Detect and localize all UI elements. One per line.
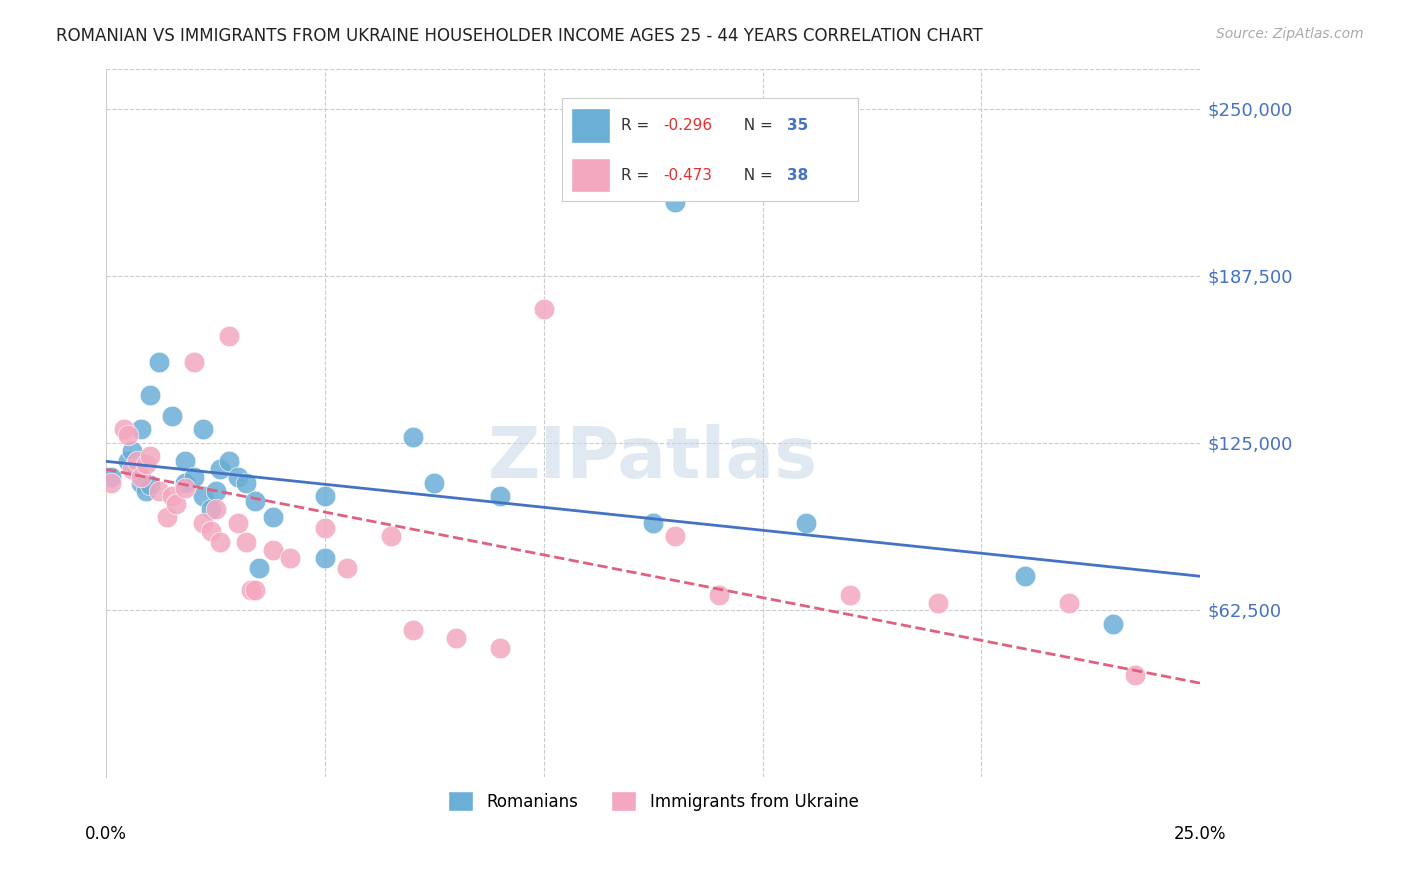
- Text: R =: R =: [621, 168, 655, 183]
- Point: [204, 483, 226, 498]
- Point: [129, 422, 152, 436]
- Point: [489, 641, 512, 656]
- Point: [191, 516, 214, 530]
- Point: [148, 355, 170, 369]
- Point: [314, 489, 336, 503]
- Point: [794, 516, 817, 530]
- Point: [247, 561, 270, 575]
- Text: ROMANIAN VS IMMIGRANTS FROM UKRAINE HOUSEHOLDER INCOME AGES 25 - 44 YEARS CORREL: ROMANIAN VS IMMIGRANTS FROM UKRAINE HOUS…: [56, 27, 983, 45]
- Text: -0.296: -0.296: [662, 119, 711, 133]
- FancyBboxPatch shape: [571, 158, 610, 193]
- Point: [262, 510, 284, 524]
- Point: [1057, 596, 1080, 610]
- Point: [135, 457, 157, 471]
- FancyBboxPatch shape: [571, 108, 610, 144]
- Point: [226, 470, 249, 484]
- Point: [336, 561, 359, 575]
- Point: [200, 502, 222, 516]
- Point: [380, 529, 402, 543]
- Point: [125, 462, 148, 476]
- Text: -0.473: -0.473: [662, 168, 711, 183]
- Point: [156, 510, 179, 524]
- Point: [174, 475, 197, 490]
- Point: [927, 596, 949, 610]
- Text: N =: N =: [734, 168, 778, 183]
- Point: [139, 478, 162, 492]
- Point: [423, 475, 446, 490]
- Text: R =: R =: [621, 119, 655, 133]
- Point: [160, 489, 183, 503]
- Text: 38: 38: [787, 168, 808, 183]
- Point: [235, 475, 257, 490]
- Point: [839, 588, 862, 602]
- Point: [117, 427, 139, 442]
- Point: [643, 516, 665, 530]
- Point: [148, 483, 170, 498]
- Point: [664, 195, 686, 210]
- Point: [191, 422, 214, 436]
- Point: [235, 534, 257, 549]
- Point: [218, 328, 240, 343]
- Text: 25.0%: 25.0%: [1174, 825, 1226, 843]
- Point: [314, 550, 336, 565]
- Point: [112, 422, 135, 436]
- Point: [135, 483, 157, 498]
- Text: ZIPatlas: ZIPatlas: [488, 424, 818, 492]
- Point: [243, 494, 266, 508]
- Point: [129, 470, 152, 484]
- Point: [239, 582, 262, 597]
- Point: [226, 516, 249, 530]
- Point: [401, 430, 423, 444]
- Text: 0.0%: 0.0%: [86, 825, 127, 843]
- Point: [1101, 617, 1123, 632]
- Point: [1014, 569, 1036, 583]
- Point: [278, 550, 301, 565]
- Text: N =: N =: [734, 119, 778, 133]
- Point: [165, 497, 187, 511]
- Point: [139, 449, 162, 463]
- Point: [208, 534, 231, 549]
- Point: [174, 454, 197, 468]
- Point: [707, 588, 730, 602]
- Point: [174, 481, 197, 495]
- Point: [200, 524, 222, 538]
- Point: [208, 462, 231, 476]
- Point: [121, 443, 143, 458]
- Point: [125, 454, 148, 468]
- Point: [218, 454, 240, 468]
- Point: [183, 355, 205, 369]
- Text: Source: ZipAtlas.com: Source: ZipAtlas.com: [1216, 27, 1364, 41]
- Point: [129, 475, 152, 490]
- Point: [100, 470, 122, 484]
- Point: [139, 387, 162, 401]
- Point: [243, 582, 266, 597]
- Point: [314, 521, 336, 535]
- Point: [489, 489, 512, 503]
- Point: [446, 631, 468, 645]
- Point: [160, 409, 183, 423]
- Point: [1123, 668, 1146, 682]
- Point: [401, 623, 423, 637]
- Point: [117, 454, 139, 468]
- Point: [533, 301, 555, 316]
- Point: [183, 470, 205, 484]
- Legend: Romanians, Immigrants from Ukraine: Romanians, Immigrants from Ukraine: [441, 784, 865, 818]
- Point: [100, 475, 122, 490]
- Point: [121, 462, 143, 476]
- Point: [191, 489, 214, 503]
- Point: [262, 542, 284, 557]
- Point: [664, 529, 686, 543]
- Text: 35: 35: [787, 119, 808, 133]
- Point: [204, 502, 226, 516]
